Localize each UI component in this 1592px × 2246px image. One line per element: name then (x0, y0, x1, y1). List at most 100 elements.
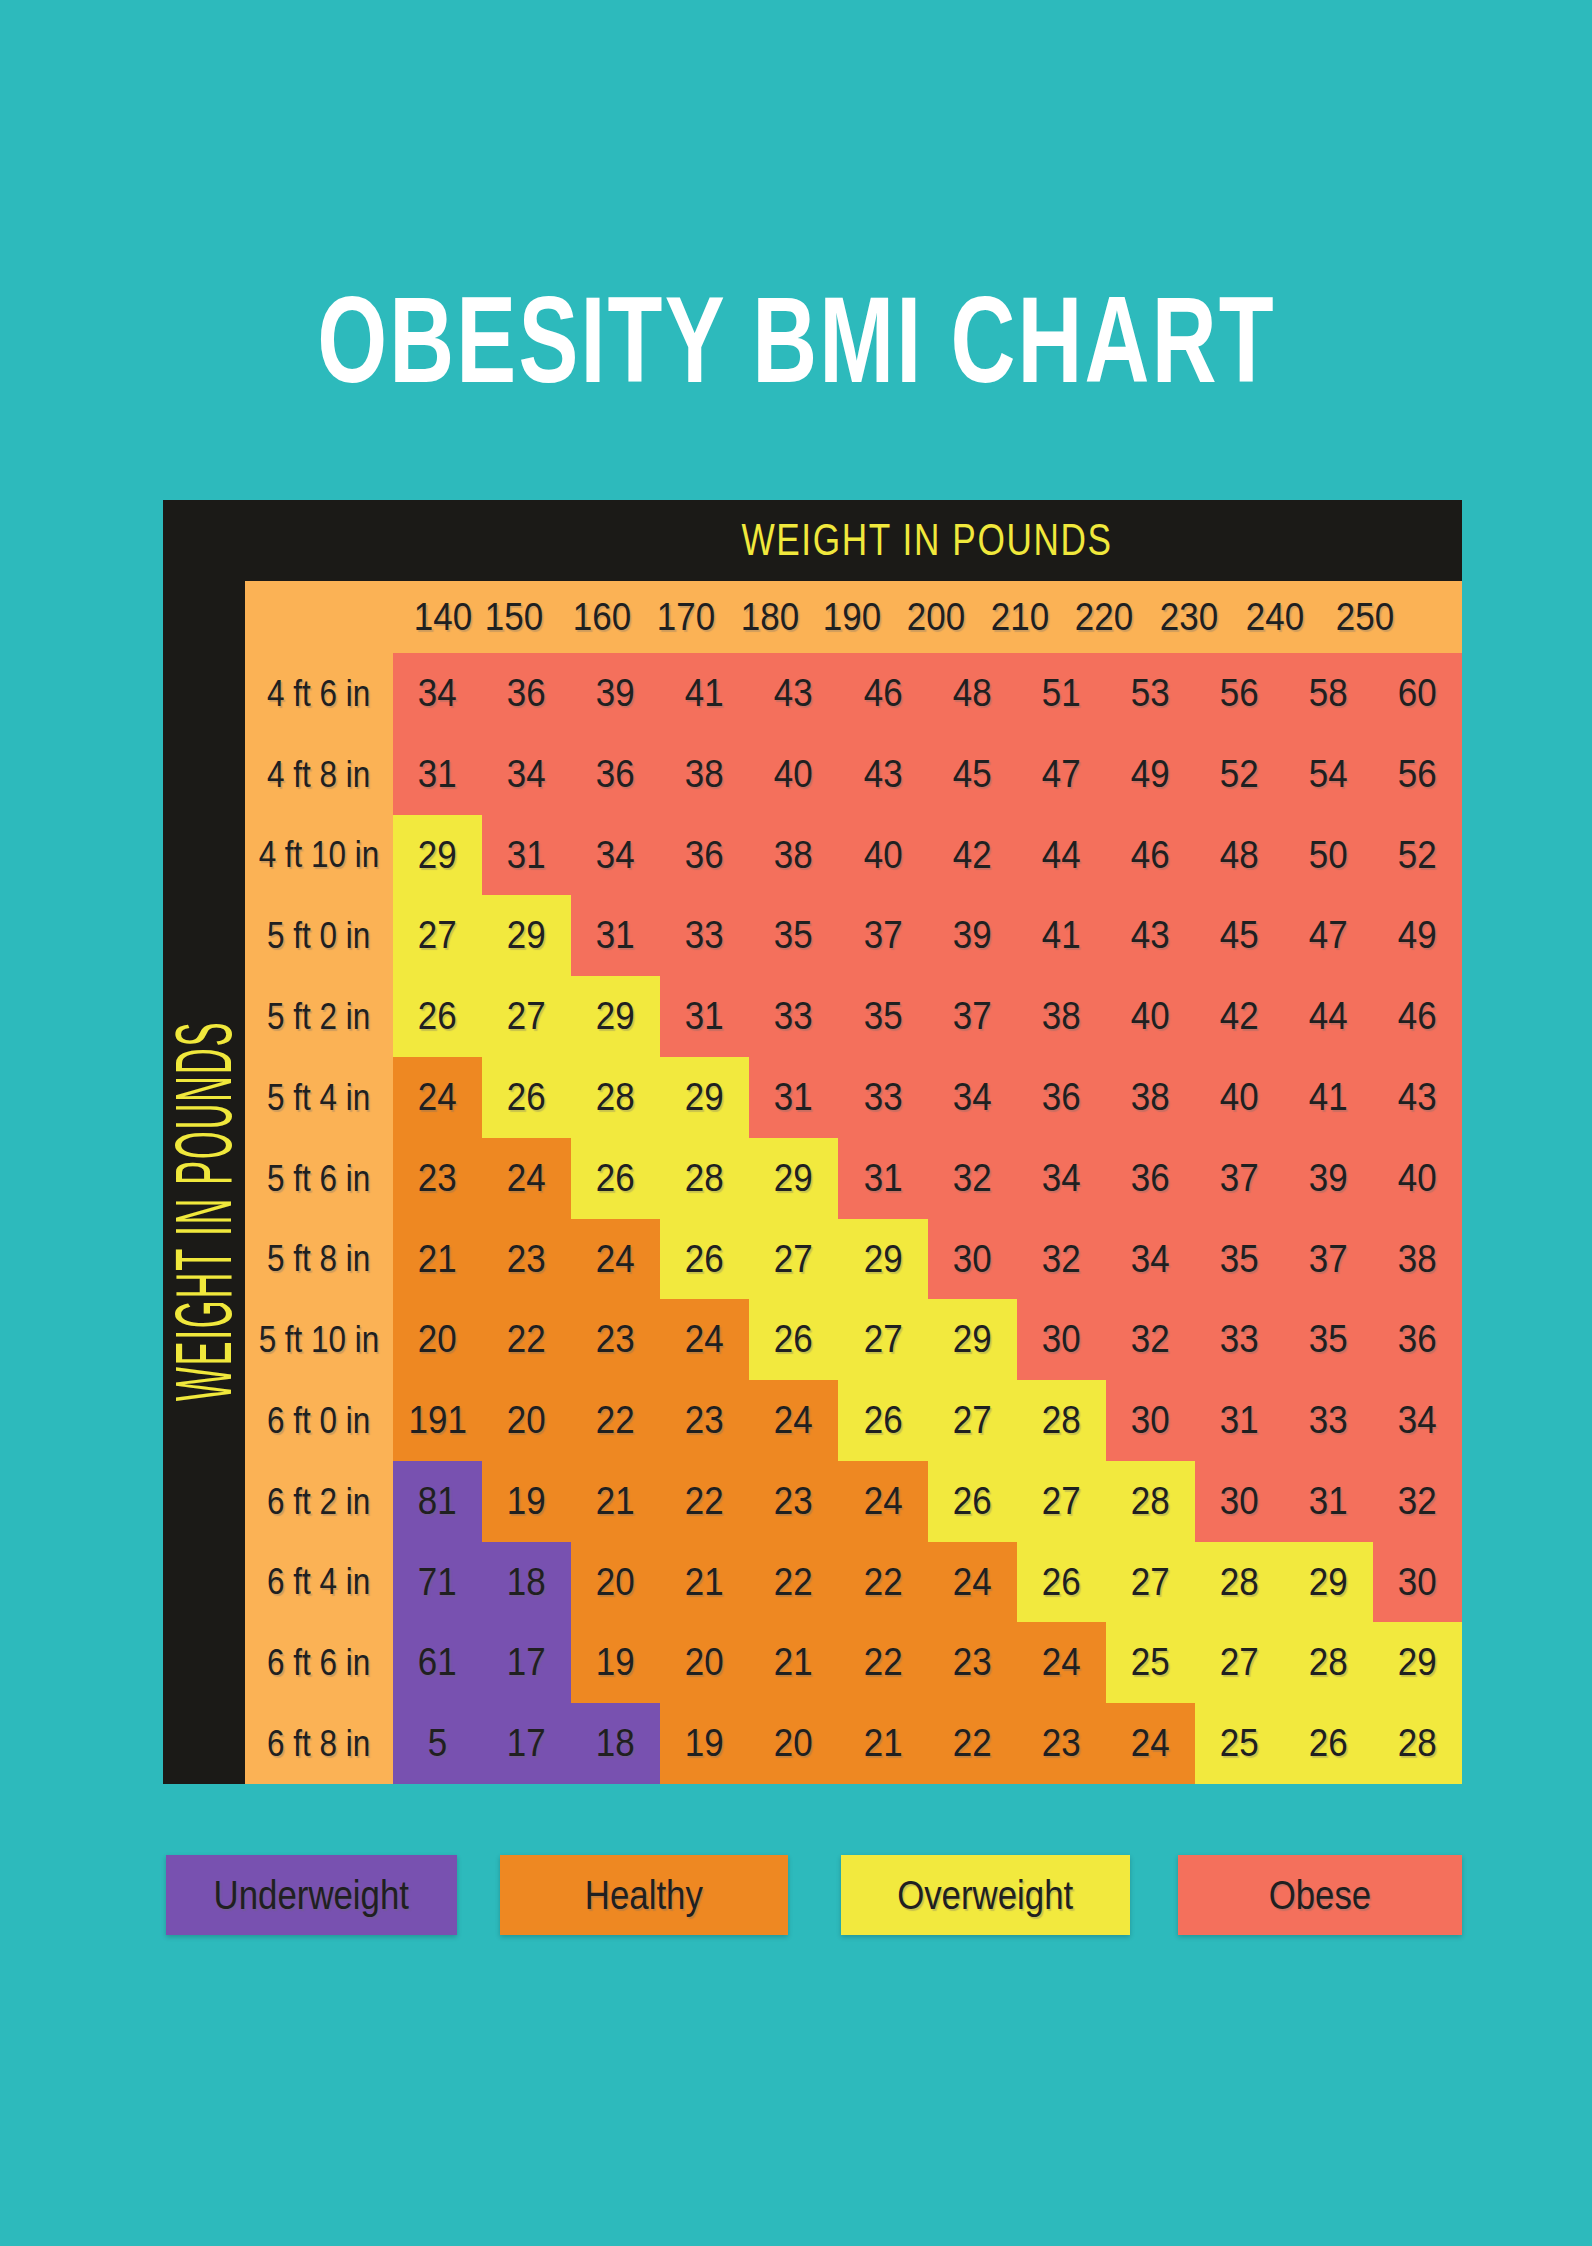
bmi-cell: 30 (1373, 1542, 1462, 1622)
bmi-cell: 41 (1017, 895, 1106, 976)
bmi-cell: 40 (1106, 976, 1195, 1057)
bmi-cell: 24 (1017, 1622, 1106, 1703)
legend-item-underweight: Underweight (166, 1855, 457, 1935)
bmi-cell: 45 (1195, 895, 1284, 976)
bmi-cell: 47 (1017, 734, 1106, 815)
bmi-cell: 37 (838, 895, 928, 976)
bmi-cell: 27 (1195, 1622, 1284, 1703)
bmi-cell: 23 (571, 1299, 660, 1380)
legend: UnderweightHealthyOverweightObese (0, 1855, 1592, 1935)
bmi-cell: 39 (928, 895, 1017, 976)
bmi-cell: 32 (928, 1138, 1017, 1219)
bmi-cell: 36 (1017, 1057, 1106, 1138)
bmi-cell: 39 (571, 653, 660, 734)
bmi-cell: 22 (482, 1299, 571, 1380)
bmi-cell: 24 (660, 1299, 749, 1380)
bmi-cell: 42 (928, 815, 1017, 895)
bmi-cell: 20 (393, 1299, 482, 1380)
bmi-cell: 60 (1373, 653, 1462, 734)
row-label: 5 ft 0 in (245, 895, 393, 976)
bmi-cell: 22 (838, 1622, 928, 1703)
bmi-cell: 21 (571, 1461, 660, 1542)
bmi-cell: 37 (1284, 1219, 1373, 1299)
bmi-cell: 191 (393, 1380, 482, 1461)
bmi-cell: 24 (571, 1219, 660, 1299)
bmi-cell: 36 (1106, 1138, 1195, 1219)
bmi-cell: 26 (928, 1461, 1017, 1542)
bmi-cell: 38 (1106, 1057, 1195, 1138)
bmi-cell: 28 (1284, 1622, 1373, 1703)
bmi-cell: 34 (571, 815, 660, 895)
bmi-cell: 35 (1284, 1299, 1373, 1380)
column-header: 150 (485, 581, 543, 653)
x-axis-label: WEIGHT IN POUNDS (741, 515, 1112, 565)
bmi-cell: 34 (1106, 1219, 1195, 1299)
bmi-cell: 20 (749, 1703, 838, 1784)
bmi-cell: 21 (393, 1219, 482, 1299)
column-header: 250 (1336, 581, 1394, 653)
bmi-cell: 19 (571, 1622, 660, 1703)
row-label: 5 ft 10 in (245, 1299, 393, 1380)
bmi-cell: 22 (838, 1542, 928, 1622)
row-labels-column: 4 ft 6 in4 ft 8 in4 ft 10 in5 ft 0 in5 f… (245, 653, 393, 1784)
bmi-cell: 28 (1017, 1380, 1106, 1461)
legend-item-obese: Obese (1178, 1855, 1462, 1935)
bmi-cell: 29 (1284, 1542, 1373, 1622)
bmi-cell: 17 (482, 1622, 571, 1703)
row-label: 6 ft 8 in (245, 1703, 393, 1784)
cells-grid: 3436394143464851535658603134363840434547… (393, 653, 1462, 1784)
row-label: 4 ft 8 in (245, 734, 393, 815)
bmi-cell: 24 (838, 1461, 928, 1542)
bmi-cell: 32 (1017, 1219, 1106, 1299)
column-header: 160 (573, 581, 631, 653)
bmi-cell: 51 (1017, 653, 1106, 734)
bmi-cell: 24 (1106, 1703, 1195, 1784)
column-header: 240 (1246, 581, 1304, 653)
bmi-cell: 27 (393, 895, 482, 976)
legend-item-healthy: Healthy (500, 1855, 788, 1935)
bmi-cell: 20 (571, 1542, 660, 1622)
bmi-cell: 17 (482, 1703, 571, 1784)
bmi-cell: 61 (393, 1622, 482, 1703)
bmi-cell: 31 (482, 815, 571, 895)
bmi-cell: 26 (1284, 1703, 1373, 1784)
bmi-cell: 33 (749, 976, 838, 1057)
bmi-cell: 23 (393, 1138, 482, 1219)
bmi-cell: 31 (1195, 1380, 1284, 1461)
bmi-cell: 22 (660, 1461, 749, 1542)
bmi-cell: 38 (1017, 976, 1106, 1057)
bmi-cell: 29 (838, 1219, 928, 1299)
bmi-cell: 25 (1106, 1622, 1195, 1703)
bmi-cell: 27 (928, 1380, 1017, 1461)
bmi-cell: 24 (393, 1057, 482, 1138)
bmi-cell: 31 (571, 895, 660, 976)
bmi-cell: 27 (482, 976, 571, 1057)
bmi-cell: 40 (749, 734, 838, 815)
bmi-cell: 21 (838, 1703, 928, 1784)
row-label: 4 ft 6 in (245, 653, 393, 734)
bmi-cell: 23 (660, 1380, 749, 1461)
bmi-cell: 24 (482, 1138, 571, 1219)
column-header: 180 (741, 581, 799, 653)
bmi-cell: 33 (1284, 1380, 1373, 1461)
bmi-cell: 46 (1373, 976, 1462, 1057)
page-background: { "title": "OBESITY BMI CHART", "chart_d… (0, 0, 1592, 2246)
bmi-cell: 30 (1017, 1299, 1106, 1380)
bmi-cell: 33 (1195, 1299, 1284, 1380)
bmi-cell: 30 (1195, 1461, 1284, 1542)
bmi-cell: 29 (1373, 1622, 1462, 1703)
bmi-cell: 35 (838, 976, 928, 1057)
bmi-cell: 52 (1195, 734, 1284, 815)
chart-title: OBESITY BMI CHART (0, 278, 1592, 401)
row-label: 5 ft 8 in (245, 1219, 393, 1299)
row-label: 5 ft 4 in (245, 1057, 393, 1138)
bmi-cell: 24 (749, 1380, 838, 1461)
bmi-cell: 42 (1195, 976, 1284, 1057)
bmi-cell: 20 (482, 1380, 571, 1461)
bmi-cell: 37 (1195, 1138, 1284, 1219)
bmi-cell: 28 (660, 1138, 749, 1219)
bmi-cell: 56 (1195, 653, 1284, 734)
bmi-cell: 46 (1106, 815, 1195, 895)
bmi-cell: 28 (1106, 1461, 1195, 1542)
bmi-cell: 26 (660, 1219, 749, 1299)
